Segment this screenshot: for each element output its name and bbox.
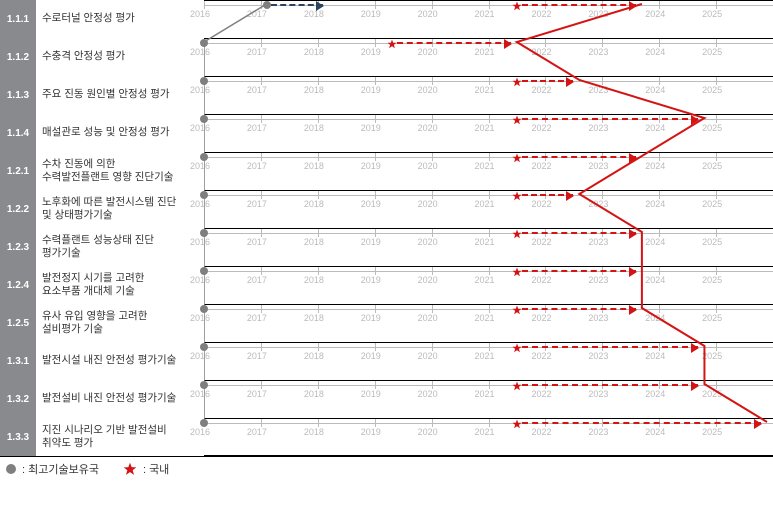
row-timeline: 2016201720182019202020212022202320242025 bbox=[204, 380, 773, 418]
row-timeline: 2016201720182019202020212022202320242025 bbox=[204, 114, 773, 152]
red-arrow bbox=[522, 346, 699, 348]
red-arrow bbox=[522, 232, 636, 234]
red-arrow bbox=[522, 308, 636, 310]
red-arrow bbox=[522, 80, 574, 82]
row-index: 1.1.3 bbox=[0, 76, 36, 114]
row-index: 1.3.2 bbox=[0, 380, 36, 418]
red-star-icon bbox=[387, 39, 397, 49]
gray-marker-icon bbox=[200, 153, 208, 161]
chart-row: 1.2.3 수력플랜트 성능상태 진단평가기술 2016201720182019… bbox=[0, 228, 773, 266]
row-index: 1.1.2 bbox=[0, 38, 36, 76]
red-star-icon bbox=[512, 419, 522, 429]
row-timeline: 2016201720182019202020212022202320242025 bbox=[204, 76, 773, 114]
row-index: 1.3.3 bbox=[0, 418, 36, 456]
gray-marker-icon bbox=[200, 381, 208, 389]
row-index: 1.2.4 bbox=[0, 266, 36, 304]
red-arrow bbox=[522, 194, 574, 196]
gray-marker-icon bbox=[200, 343, 208, 351]
chart-row: 1.2.5 유사 유입 영향을 고려한설비평가 기술 2016201720182… bbox=[0, 304, 773, 342]
gray-marker-icon bbox=[200, 267, 208, 275]
red-arrow bbox=[397, 42, 511, 44]
row-index: 1.2.1 bbox=[0, 152, 36, 190]
red-star-icon bbox=[512, 267, 522, 277]
chart-row: 1.3.3 지진 시나리오 기반 발전설비취약도 평가 201620172018… bbox=[0, 418, 773, 456]
red-star-icon bbox=[512, 77, 522, 87]
row-timeline: 2016201720182019202020212022202320242025 bbox=[204, 342, 773, 380]
row-timeline: 2016201720182019202020212022202320242025 bbox=[204, 266, 773, 304]
gray-marker-icon bbox=[200, 305, 208, 313]
row-label: 수충격 안정성 평가 bbox=[36, 38, 204, 76]
row-label: 유사 유입 영향을 고려한설비평가 기술 bbox=[36, 304, 204, 342]
gray-marker-icon bbox=[200, 229, 208, 237]
chart-row: 1.2.2 노후화에 따른 발전시스템 진단및 상태평가기술 201620172… bbox=[0, 190, 773, 228]
chart-row: 1.2.4 발전정지 시기를 고려한요소부품 개대체 기술 2016201720… bbox=[0, 266, 773, 304]
row-label: 지진 시나리오 기반 발전설비취약도 평가 bbox=[36, 418, 204, 456]
row-timeline: 2016201720182019202020212022202320242025 bbox=[204, 228, 773, 266]
row-label: 발전설비 내진 안전성 평가기술 bbox=[36, 380, 204, 418]
row-timeline: 2016201720182019202020212022202320242025 bbox=[204, 38, 773, 76]
row-timeline: 2016201720182019202020212022202320242025 bbox=[204, 418, 773, 456]
row-index: 1.2.2 bbox=[0, 190, 36, 228]
gray-arrow bbox=[271, 4, 324, 6]
red-star-icon bbox=[512, 305, 522, 315]
row-timeline: 2016201720182019202020212022202320242025 bbox=[204, 304, 773, 342]
red-arrow bbox=[522, 156, 636, 158]
gray-marker-icon bbox=[200, 115, 208, 123]
red-star-icon bbox=[512, 1, 522, 11]
red-star-icon bbox=[512, 191, 522, 201]
red-star-icon bbox=[512, 115, 522, 125]
red-arrow bbox=[522, 270, 636, 272]
row-label: 노후화에 따른 발전시스템 진단및 상태평가기술 bbox=[36, 190, 204, 228]
timeline-chart: 1.1.1 수로터널 안정성 평가 2016201720182019202020… bbox=[0, 0, 773, 520]
row-timeline: 2016201720182019202020212022202320242025 bbox=[204, 190, 773, 228]
legend: : 최고기술보유국 : 국내 bbox=[0, 456, 773, 480]
red-star-icon bbox=[512, 343, 522, 353]
red-arrow bbox=[522, 118, 699, 120]
red-star-icon bbox=[512, 229, 522, 239]
chart-row: 1.3.2 발전설비 내진 안전성 평가기술 20162017201820192… bbox=[0, 380, 773, 418]
gray-marker-icon bbox=[263, 1, 271, 9]
row-label: 수차 진동에 의한수력발전플랜트 영향 진단기술 bbox=[36, 152, 204, 190]
row-index: 1.1.1 bbox=[0, 0, 36, 38]
legend-red-label: : 국내 bbox=[143, 461, 169, 477]
chart-row: 1.1.4 매설관로 성능 및 안정성 평가 20162017201820192… bbox=[0, 114, 773, 152]
row-label: 수로터널 안정성 평가 bbox=[36, 0, 204, 38]
chart-row: 1.2.1 수차 진동에 의한수력발전플랜트 영향 진단기술 201620172… bbox=[0, 152, 773, 190]
gray-marker-icon bbox=[200, 419, 208, 427]
row-label: 수력플랜트 성능상태 진단평가기술 bbox=[36, 228, 204, 266]
chart-row: 1.1.3 주요 진동 원인별 안정성 평가 20162017201820192… bbox=[0, 76, 773, 114]
row-index: 1.3.1 bbox=[0, 342, 36, 380]
gray-marker-icon bbox=[200, 191, 208, 199]
chart-row: 1.1.2 수충격 안정성 평가 20162017201820192020202… bbox=[0, 38, 773, 76]
row-label: 발전시설 내진 안전성 평가기술 bbox=[36, 342, 204, 380]
row-timeline: 2016201720182019202020212022202320242025 bbox=[204, 152, 773, 190]
row-label: 주요 진동 원인별 안정성 평가 bbox=[36, 76, 204, 114]
row-label: 매설관로 성능 및 안정성 평가 bbox=[36, 114, 204, 152]
legend-gray-label: : 최고기술보유국 bbox=[22, 461, 99, 477]
row-index: 1.1.4 bbox=[0, 114, 36, 152]
legend-star-icon bbox=[123, 462, 137, 476]
row-label: 발전정지 시기를 고려한요소부품 개대체 기술 bbox=[36, 266, 204, 304]
red-arrow bbox=[522, 384, 699, 386]
red-star-icon bbox=[512, 153, 522, 163]
gray-marker-icon bbox=[200, 39, 208, 47]
red-arrow bbox=[522, 422, 761, 424]
legend-dot-icon bbox=[6, 464, 16, 474]
chart-row: 1.3.1 발전시설 내진 안전성 평가기술 20162017201820192… bbox=[0, 342, 773, 380]
red-star-icon bbox=[512, 381, 522, 391]
row-timeline: 2016201720182019202020212022202320242025 bbox=[204, 0, 773, 38]
red-arrow bbox=[522, 4, 636, 6]
row-index: 1.2.5 bbox=[0, 304, 36, 342]
row-index: 1.2.3 bbox=[0, 228, 36, 266]
chart-row: 1.1.1 수로터널 안정성 평가 2016201720182019202020… bbox=[0, 0, 773, 38]
gray-marker-icon bbox=[200, 77, 208, 85]
